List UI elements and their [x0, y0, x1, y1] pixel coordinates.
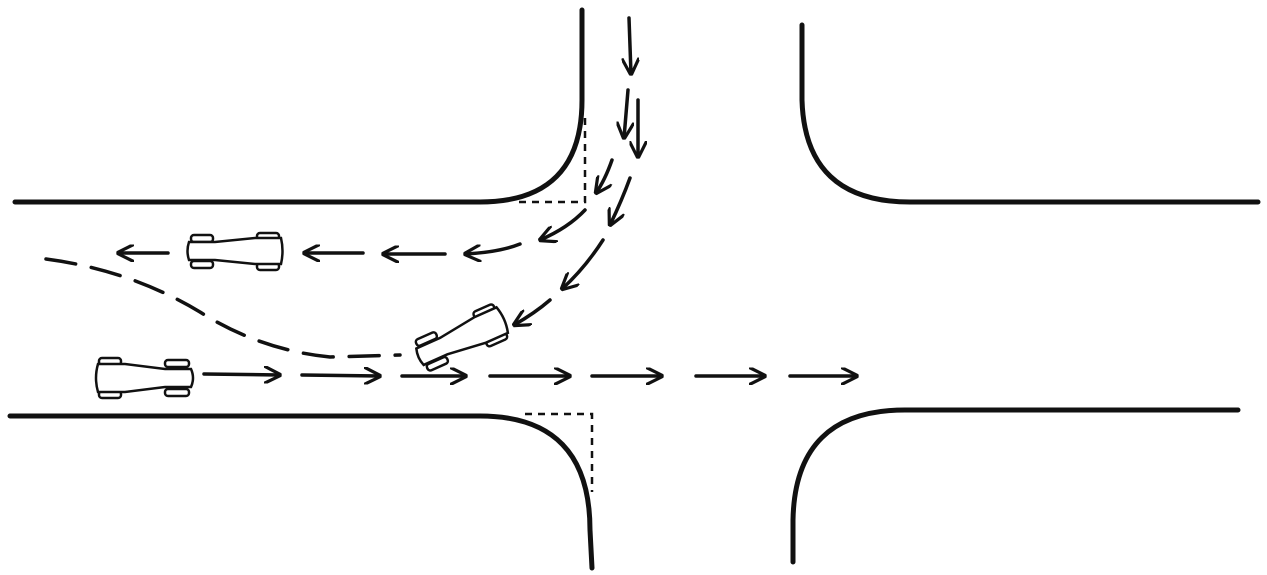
path-narrow-left-turn-arrow-2 — [624, 88, 628, 138]
car-westbound-wheel — [189, 259, 215, 270]
bottom-road-right-edge — [790, 407, 1241, 565]
car-eastbound-body — [94, 362, 195, 394]
path-straight-through-arrow-1 — [202, 374, 282, 375]
top-left-corner-guide — [515, 118, 587, 204]
road-edges — [7, 7, 1261, 571]
top-road-right-edge — [799, 22, 1261, 205]
corner-guides — [515, 118, 594, 492]
vehicle-paths — [44, 16, 859, 376]
path-narrow-left-turn-arrow-4 — [540, 208, 587, 240]
path-straight-through-arrow-2 — [300, 375, 382, 376]
path-swerve — [44, 257, 402, 359]
path-narrow-left-turn-arrow-5 — [465, 242, 522, 254]
car-turning-body — [414, 305, 510, 367]
path-narrow-left-turn-arrow-3 — [596, 158, 614, 193]
car-eastbound-wheel — [163, 387, 191, 398]
path-wide-left-turn-arrow-3 — [562, 238, 605, 289]
top-road-left-edge — [12, 7, 585, 205]
path-narrow-left-turn-arrow-1 — [629, 16, 631, 74]
bottom-left-corner-guide — [525, 412, 594, 492]
car-turning — [414, 303, 510, 372]
bottom-road-left-edge — [7, 413, 595, 571]
car-westbound — [186, 231, 284, 272]
path-wide-left-turn-arrow-2 — [610, 176, 632, 225]
car-eastbound-wheel — [163, 358, 191, 369]
car-eastbound — [94, 356, 195, 400]
path-wide-left-turn-arrow-4 — [514, 298, 552, 325]
car-westbound-body — [186, 236, 284, 266]
